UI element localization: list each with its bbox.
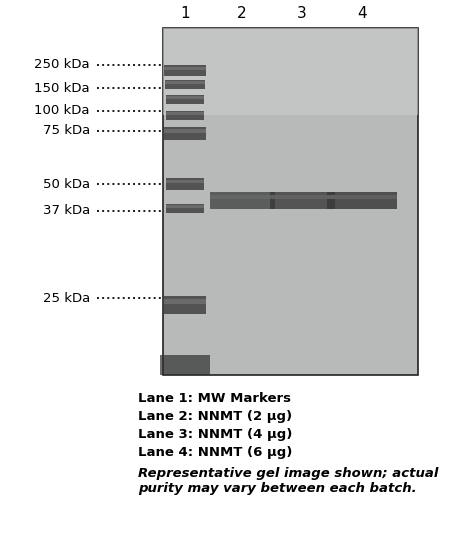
Text: 50 kDa: 50 kDa	[43, 178, 90, 191]
Text: 1: 1	[180, 6, 190, 22]
Text: Lane 2: NNMT (2 μg): Lane 2: NNMT (2 μg)	[138, 410, 292, 423]
Text: 25 kDa: 25 kDa	[43, 292, 90, 305]
Bar	[164, 296, 206, 314]
Bar	[166, 180, 204, 184]
Bar	[164, 299, 206, 304]
Bar	[166, 96, 204, 99]
Text: 100 kDa: 100 kDa	[34, 105, 90, 118]
Bar	[327, 192, 397, 209]
Bar	[164, 66, 206, 70]
Text: 37 kDa: 37 kDa	[43, 205, 90, 218]
Text: 150 kDa: 150 kDa	[34, 82, 90, 94]
Text: Lane 1: MW Markers: Lane 1: MW Markers	[138, 392, 291, 405]
Bar	[163, 28, 418, 114]
Bar	[165, 80, 205, 89]
Bar	[166, 111, 204, 120]
Text: Lane 3: NNMT (4 μg): Lane 3: NNMT (4 μg)	[138, 428, 292, 441]
Bar	[166, 205, 204, 208]
Text: Representative gel image shown; actual
purity may vary between each batch.: Representative gel image shown; actual p…	[138, 467, 438, 495]
Bar	[166, 112, 204, 115]
Bar	[163, 28, 418, 375]
Bar	[209, 192, 274, 209]
Bar	[164, 65, 206, 76]
Text: 75 kDa: 75 kDa	[43, 125, 90, 138]
Bar	[164, 129, 206, 133]
Bar	[166, 178, 204, 190]
Bar	[160, 355, 210, 375]
Bar	[327, 194, 397, 199]
Bar	[269, 192, 334, 209]
Text: 4: 4	[357, 6, 367, 22]
Bar	[209, 194, 274, 199]
Bar	[269, 194, 334, 199]
Bar	[166, 95, 204, 104]
Bar	[164, 127, 206, 140]
Text: 2: 2	[237, 6, 247, 22]
Bar	[165, 82, 205, 84]
Text: 250 kDa: 250 kDa	[34, 58, 90, 71]
Bar	[166, 204, 204, 213]
Text: Lane 4: NNMT (6 μg): Lane 4: NNMT (6 μg)	[138, 446, 292, 459]
Text: 3: 3	[297, 6, 307, 22]
